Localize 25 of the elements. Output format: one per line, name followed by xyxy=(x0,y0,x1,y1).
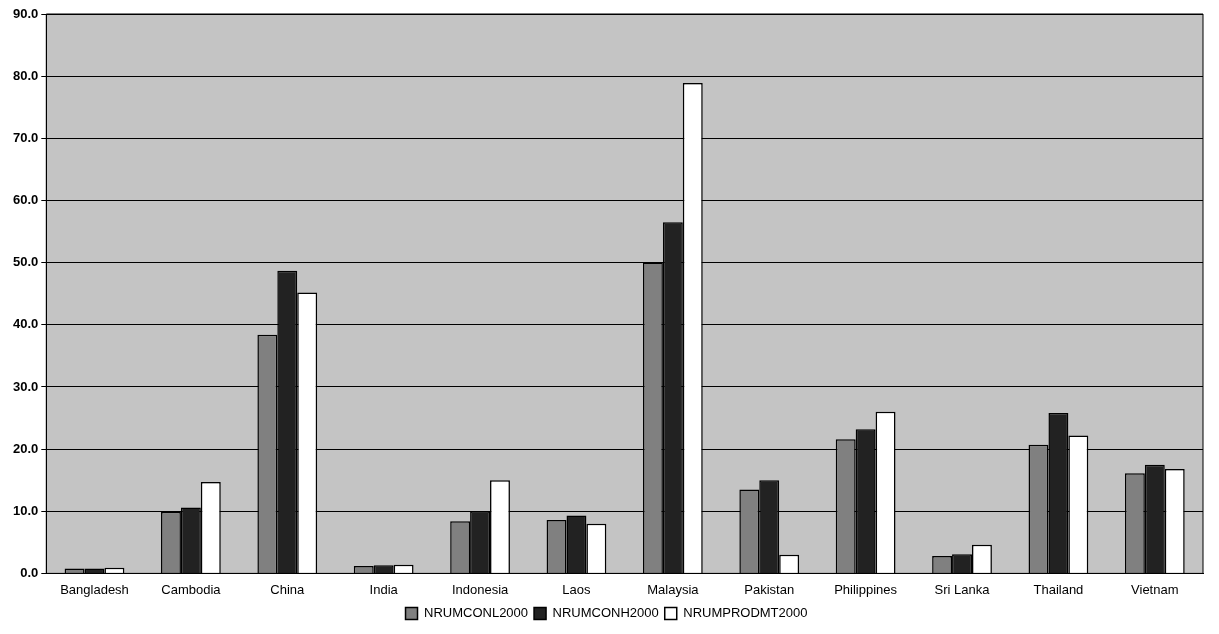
x-tick-label: Malaysia xyxy=(647,581,700,597)
y-tick-label: 30.0 xyxy=(12,378,39,394)
x-tick-label: Indonesia xyxy=(451,581,510,597)
y-tick-label: 70.0 xyxy=(12,129,39,145)
x-tick-label: China xyxy=(270,581,306,597)
y-tick-label: 40.0 xyxy=(12,316,39,332)
x-tick-label: Laos xyxy=(562,581,592,597)
x-tick-label: Thailand xyxy=(1033,581,1084,597)
x-tick-label: Philippines xyxy=(834,581,898,597)
legend-label: NRUMCONH2000 xyxy=(552,605,659,621)
x-tick-label: Pakistan xyxy=(744,581,795,597)
y-tick-label: 50.0 xyxy=(12,254,39,270)
x-tick-label: Bangladesh xyxy=(60,581,129,597)
legend-label: NRUMPRODMT2000 xyxy=(683,605,808,621)
y-tick-label: 60.0 xyxy=(12,192,39,208)
y-tick-label: 20.0 xyxy=(12,440,39,456)
x-tick-label: Cambodia xyxy=(161,581,222,597)
legend-label: NRUMCONL2000 xyxy=(424,605,529,621)
x-tick-label: Sri Lanka xyxy=(934,581,991,597)
x-tick-label: Vietnam xyxy=(1131,581,1179,597)
y-tick-label: 0.0 xyxy=(20,564,39,580)
y-tick-label: 10.0 xyxy=(12,502,39,518)
y-tick-label: 90.0 xyxy=(12,5,39,21)
y-tick-label: 80.0 xyxy=(12,67,39,83)
x-tick-label: India xyxy=(369,581,399,597)
